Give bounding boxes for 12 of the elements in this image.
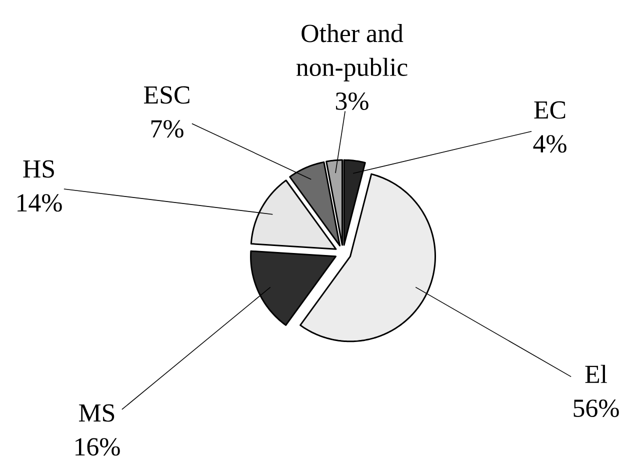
slice-label: HS [23, 160, 54, 178]
slice-label: EC [534, 101, 566, 119]
slice-label: MS [79, 404, 114, 422]
data-label: 7% [151, 120, 184, 138]
data-label: 3% [336, 92, 368, 110]
slice-label: El [585, 364, 607, 383]
data-label: 16% [76, 438, 120, 456]
slice-label: Other and non-public [296, 24, 408, 82]
slice-label: ESC [144, 86, 190, 104]
data-label: 14% [18, 194, 62, 212]
data-label: 4% [533, 135, 566, 153]
data-label: 56% [574, 400, 619, 418]
